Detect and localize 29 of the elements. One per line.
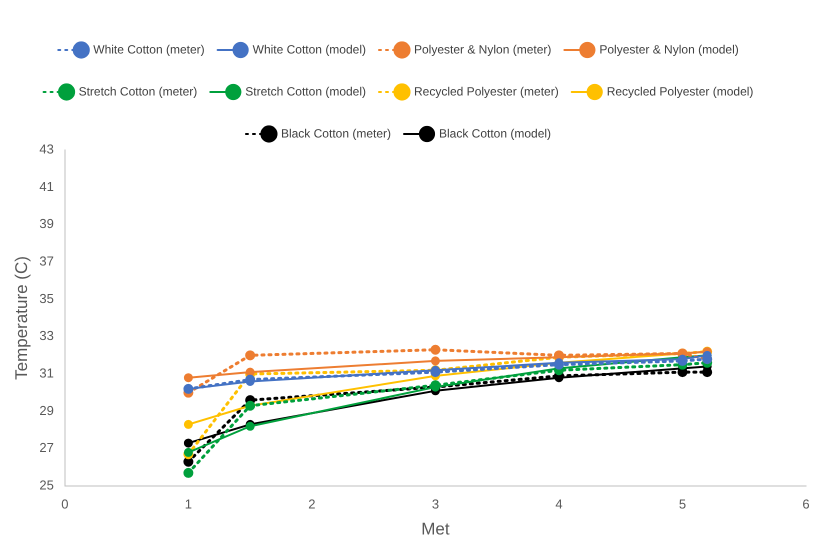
legend-label: Stretch Cotton (meter) [78,84,198,98]
x-axis-title: Met [421,519,450,538]
legend-label: Polyester & Nylon (meter) [414,42,552,56]
x-tick-label: 1 [184,496,192,512]
y-tick-label: 33 [39,328,54,344]
y-tick-label: 39 [39,216,54,232]
y-tick-label: 31 [39,366,54,381]
legend-label: Stretch Cotton (model) [245,84,366,98]
x-tick-label: 2 [308,496,316,512]
legend-label: Black Cotton (meter) [280,126,392,140]
y-tick-label: 29 [39,402,54,418]
y-tick-label: 27 [39,440,54,456]
x-tick-label: 4 [555,496,563,512]
x-tick-label: 3 [432,496,440,512]
y-tick-label: 37 [39,254,54,269]
legend-label: White Cotton (meter) [93,42,205,56]
y-axis-title: Temperature (C) [12,256,31,380]
y-tick-label: 43 [39,142,54,157]
legend-label: Polyester & Nylon (model) [599,42,739,56]
y-tick-label: 35 [39,290,54,306]
x-tick-label: 5 [678,496,686,512]
legend-label: White Cotton (model) [252,42,366,56]
legend-label: Recycled Polyester (model) [606,84,754,98]
legend-label: Black Cotton (model) [438,126,552,140]
y-tick-label: 25 [39,478,54,493]
legend-label: Recycled Polyester (meter) [414,84,559,98]
y-tick-label: 41 [39,178,54,194]
x-tick-label: 0 [61,496,68,512]
x-tick-label: 6 [802,496,810,512]
